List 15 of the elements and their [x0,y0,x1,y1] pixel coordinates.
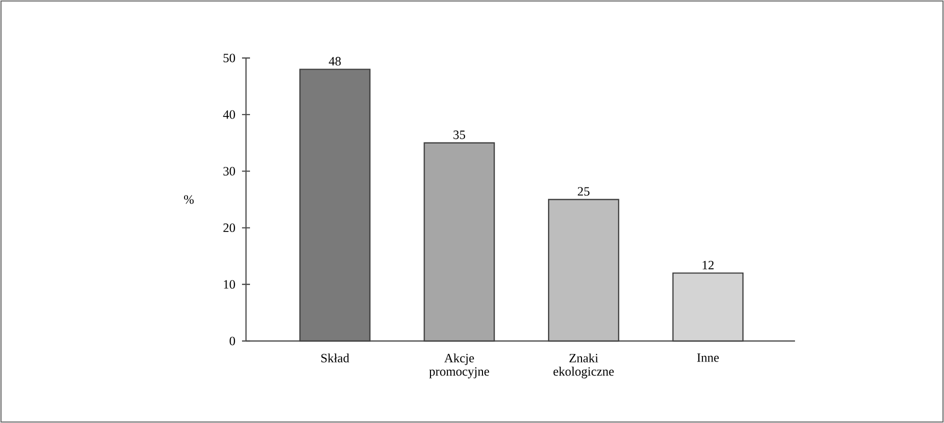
y-tick-label: 30 [223,166,236,176]
y-axis-title: % [184,195,194,204]
x-tick-label: Inne [697,353,719,362]
data-label: 12 [702,260,714,270]
data-label: 25 [578,187,590,196]
data-label: 35 [454,130,466,140]
y-tick-label: 20 [223,224,236,232]
x-tick-label: Znaki ekologiczne [554,353,614,378]
y-tick-label: 50 [224,54,236,62]
y-tick-label: 10 [224,280,236,289]
x-tick-label: Akcje promocyjne [429,353,490,378]
y-tick-label: 0 [230,336,236,346]
x-tick-label: Skład [321,353,350,362]
y-tick-label: 40 [223,110,236,119]
data-label: 48 [328,56,341,66]
